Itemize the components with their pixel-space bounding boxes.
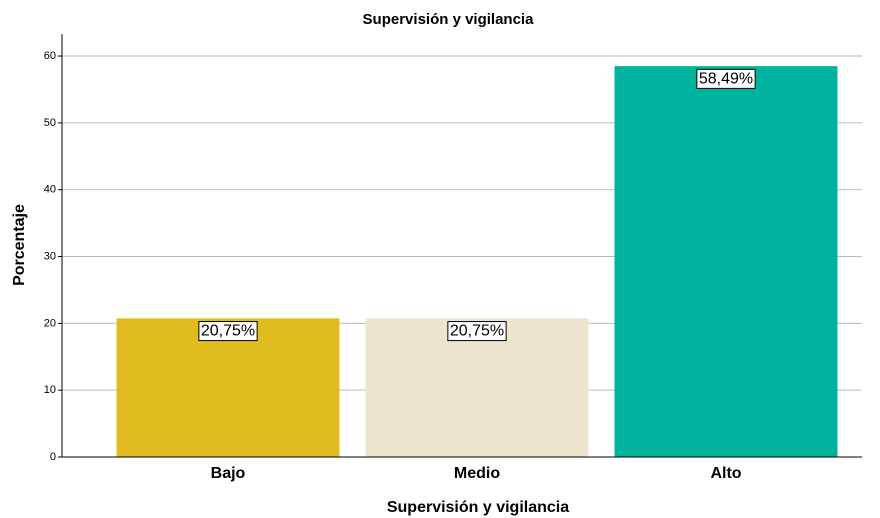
value-label: 20,75%	[450, 323, 504, 340]
x-tick-label: Medio	[454, 465, 500, 482]
y-tick-label: 0	[50, 451, 56, 463]
y-tick-label: 10	[44, 384, 56, 396]
x-tick-label: Bajo	[211, 465, 246, 482]
value-label: 20,75%	[201, 323, 255, 340]
y-tick-label: 30	[44, 250, 56, 262]
y-tick-label: 60	[44, 50, 56, 62]
bar	[116, 318, 340, 457]
y-tick-label: 50	[44, 117, 56, 129]
x-axis-label: Supervisión y vigilancia	[387, 499, 569, 516]
bar	[614, 66, 838, 458]
chart-title: Supervisión y vigilancia	[363, 11, 535, 28]
y-tick-label: 20	[44, 317, 56, 329]
value-label-box	[447, 321, 507, 342]
value-label-box	[198, 321, 258, 342]
value-label-box	[696, 68, 756, 89]
y-axis-label: Porcentaje	[11, 204, 28, 286]
y-tick-label: 40	[44, 184, 56, 196]
bar	[365, 318, 589, 457]
value-label: 58,49%	[699, 70, 753, 87]
x-tick-label: Alto	[710, 465, 741, 482]
